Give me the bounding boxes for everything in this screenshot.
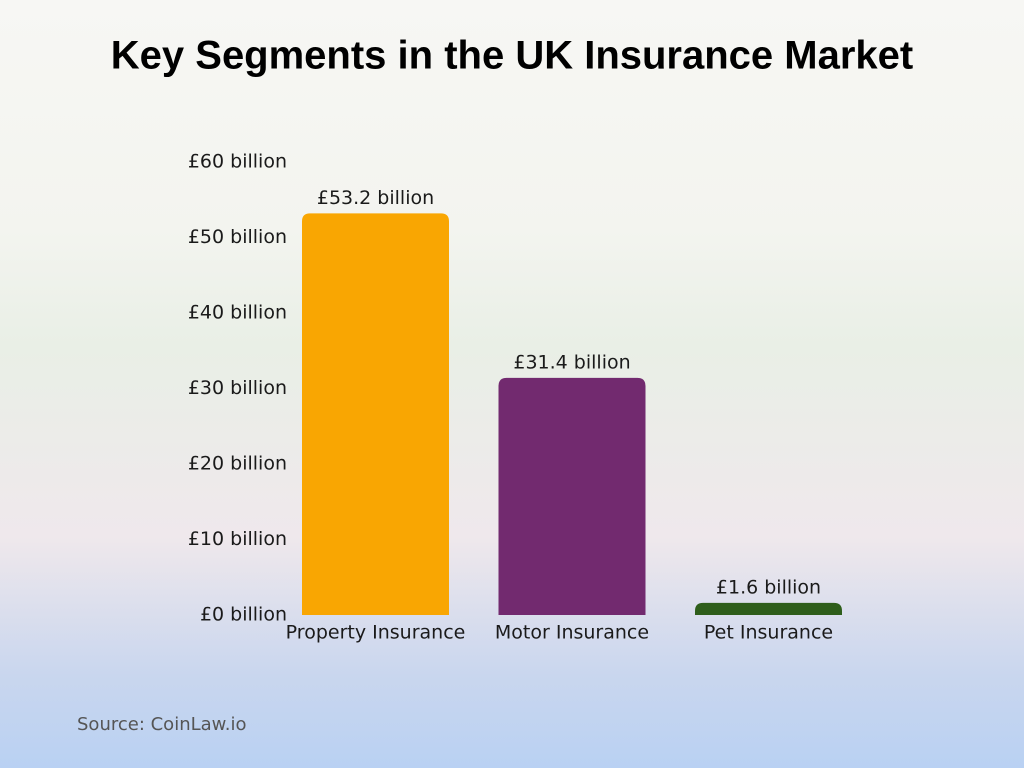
y-tick-label: £0 billion (200, 604, 287, 626)
source-note: Source: CoinLaw.io (77, 714, 246, 735)
chart-title: Key Segments in the UK Insurance Market (111, 34, 913, 78)
value-label: £31.4 billion (513, 351, 630, 373)
bar (498, 377, 646, 615)
bar (695, 602, 842, 615)
x-tick-label: Property Insurance (286, 622, 466, 644)
y-tick-label: £30 billion (188, 377, 287, 399)
value-label: £1.6 billion (716, 576, 821, 598)
x-tick-label: Pet Insurance (704, 622, 833, 644)
value-label: £53.2 billion (317, 187, 434, 209)
bar (302, 213, 449, 615)
x-tick-label: Motor Insurance (495, 622, 649, 644)
y-tick-label: £40 billion (188, 302, 287, 324)
y-tick-label: £60 billion (188, 151, 287, 173)
y-tick-label: £10 billion (188, 528, 287, 550)
y-tick-label: £20 billion (188, 453, 287, 475)
y-tick-label: £50 billion (188, 226, 287, 248)
